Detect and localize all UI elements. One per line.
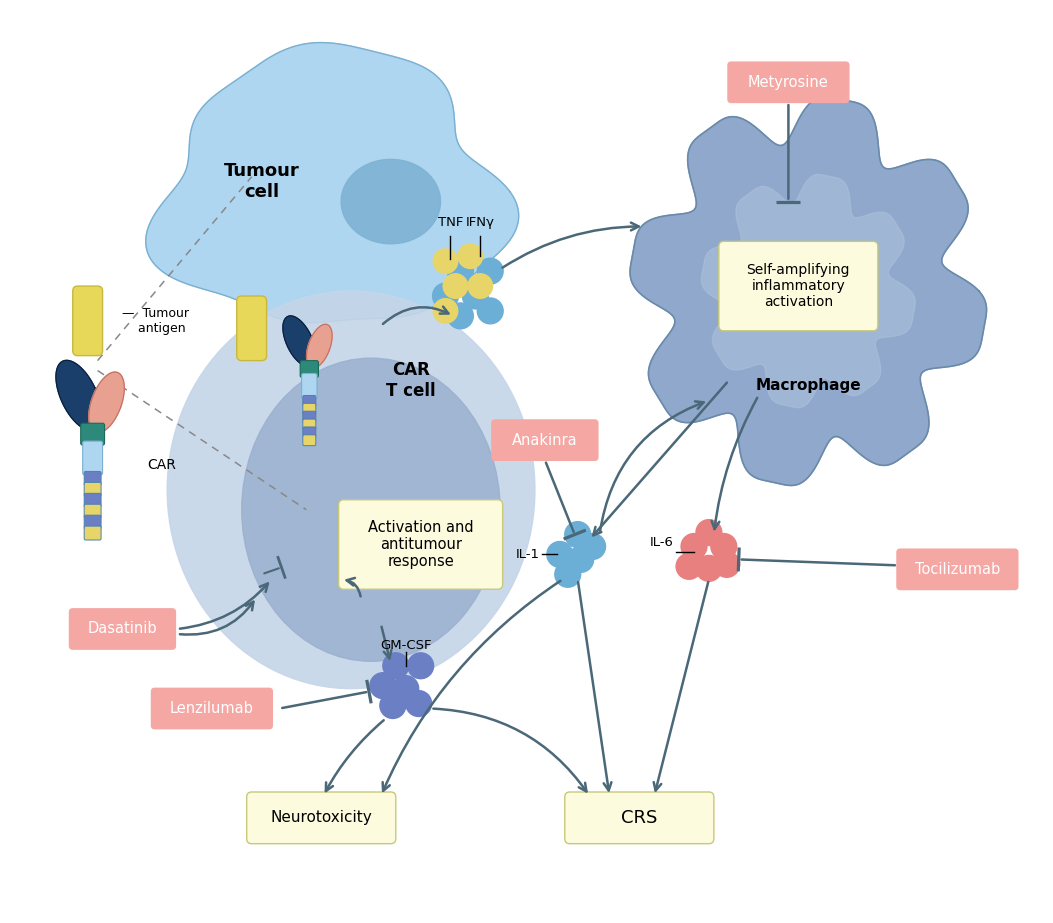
Circle shape (405, 690, 432, 716)
Text: Macrophage: Macrophage (755, 378, 861, 393)
FancyBboxPatch shape (339, 499, 502, 589)
Text: Tumour
cell: Tumour cell (223, 162, 299, 201)
Circle shape (696, 556, 721, 581)
Text: Anakinra: Anakinra (512, 433, 578, 448)
Circle shape (458, 244, 482, 269)
FancyBboxPatch shape (303, 403, 316, 414)
Circle shape (393, 676, 419, 701)
FancyBboxPatch shape (84, 493, 101, 508)
Polygon shape (56, 360, 101, 430)
Circle shape (433, 249, 458, 273)
Circle shape (380, 692, 405, 718)
Text: CAR
T cell: CAR T cell (385, 361, 436, 400)
FancyBboxPatch shape (246, 792, 396, 844)
Text: CRS: CRS (621, 809, 657, 827)
Circle shape (433, 283, 458, 309)
Circle shape (676, 554, 702, 580)
Circle shape (477, 258, 503, 284)
Polygon shape (306, 324, 332, 368)
Text: —  Tumour
    antigen: — Tumour antigen (122, 306, 190, 335)
FancyBboxPatch shape (896, 548, 1018, 590)
FancyBboxPatch shape (303, 395, 316, 406)
FancyBboxPatch shape (84, 504, 101, 518)
FancyBboxPatch shape (84, 472, 101, 485)
Text: IFNγ: IFNγ (465, 216, 495, 230)
Circle shape (370, 673, 396, 699)
Text: CAR: CAR (147, 458, 176, 472)
Circle shape (433, 299, 458, 323)
FancyBboxPatch shape (719, 241, 878, 330)
Text: TNF: TNF (438, 216, 463, 230)
Circle shape (714, 551, 739, 577)
Circle shape (448, 258, 473, 284)
FancyBboxPatch shape (564, 792, 714, 844)
FancyBboxPatch shape (237, 296, 266, 361)
FancyBboxPatch shape (68, 608, 176, 650)
Text: IL-6: IL-6 (651, 536, 674, 549)
FancyBboxPatch shape (84, 515, 101, 529)
Circle shape (462, 283, 489, 309)
Text: Activation and
antitumour
response: Activation and antitumour response (367, 520, 474, 569)
Text: IL-1: IL-1 (516, 548, 540, 561)
Circle shape (408, 653, 434, 678)
FancyBboxPatch shape (728, 62, 850, 103)
Circle shape (681, 533, 707, 559)
Polygon shape (630, 97, 987, 485)
FancyBboxPatch shape (84, 526, 101, 540)
Polygon shape (145, 42, 519, 323)
Text: Metyrosine: Metyrosine (748, 75, 829, 90)
Circle shape (443, 274, 468, 298)
FancyBboxPatch shape (84, 483, 101, 497)
FancyBboxPatch shape (300, 361, 318, 378)
Ellipse shape (242, 358, 500, 661)
Text: Self-amplifying
inflammatory
activation: Self-amplifying inflammatory activation (747, 263, 850, 309)
Ellipse shape (341, 160, 440, 244)
FancyBboxPatch shape (303, 412, 316, 422)
FancyBboxPatch shape (303, 435, 316, 446)
Circle shape (580, 533, 605, 559)
Circle shape (555, 561, 580, 587)
FancyBboxPatch shape (83, 441, 102, 475)
FancyBboxPatch shape (491, 419, 598, 461)
Circle shape (711, 533, 737, 559)
Polygon shape (283, 316, 316, 366)
Ellipse shape (167, 291, 535, 689)
Polygon shape (88, 372, 124, 433)
Circle shape (468, 274, 493, 298)
Circle shape (477, 298, 503, 324)
Circle shape (448, 303, 473, 329)
Polygon shape (701, 174, 915, 408)
Text: Neurotoxicity: Neurotoxicity (271, 810, 372, 825)
FancyBboxPatch shape (301, 374, 317, 399)
FancyBboxPatch shape (81, 424, 104, 445)
FancyBboxPatch shape (73, 286, 102, 355)
Text: Dasatinib: Dasatinib (87, 621, 157, 637)
FancyBboxPatch shape (303, 427, 316, 438)
Text: GM-CSF: GM-CSF (380, 639, 432, 652)
Circle shape (547, 542, 573, 568)
FancyBboxPatch shape (303, 419, 316, 430)
FancyBboxPatch shape (151, 688, 273, 729)
Circle shape (568, 546, 594, 572)
Circle shape (383, 653, 409, 678)
Circle shape (696, 520, 721, 545)
Text: Tocilizumab: Tocilizumab (915, 562, 1000, 577)
Text: Lenzilumab: Lenzilumab (170, 701, 254, 716)
Circle shape (564, 521, 591, 547)
